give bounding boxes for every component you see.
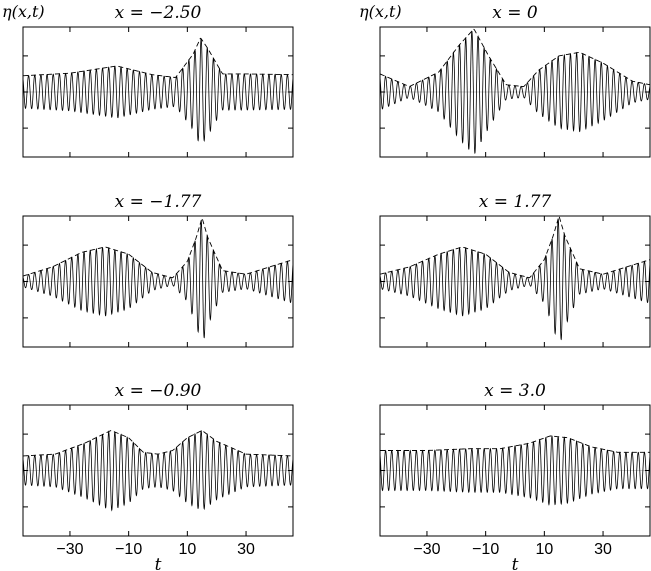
panel-title: x = 3.0: [484, 381, 546, 401]
y-axis-label: η(x,t): [359, 2, 402, 21]
y-axis-label: η(x,t): [2, 2, 45, 21]
panel-title: x = −2.50: [115, 3, 202, 23]
envelope-line: [22, 430, 294, 457]
chart-panel-6: x = 3.0 −30 −10 10 30 t: [379, 381, 651, 571]
chart-panel-5: x = −0.90 −30 −10 10 30 t: [22, 381, 294, 571]
envelope-line: [380, 435, 650, 453]
chart-panel-3: x = −1.77: [22, 192, 294, 348]
x-tick-label: 10: [178, 541, 196, 558]
chart-panel-2: x = 0 η(x,t): [359, 2, 651, 158]
x-tick-label: −10: [472, 541, 499, 558]
x-axis-label: t: [512, 555, 519, 571]
signal-line: [22, 38, 294, 143]
envelope-line: [22, 216, 294, 279]
panel-title: x = −0.90: [115, 381, 202, 401]
x-tick-label: 30: [594, 541, 612, 558]
x-tick-label: −30: [413, 541, 440, 558]
chart-panel-1: x = −2.50 η(x,t): [2, 2, 294, 158]
panel-title: x = −1.77: [115, 192, 202, 212]
x-tick-label: −30: [56, 541, 83, 558]
x-tick-label: 30: [237, 541, 255, 558]
x-axis-label: t: [155, 555, 162, 571]
chart-panel-4: x = 1.77: [379, 192, 651, 348]
signal-line: [379, 218, 651, 341]
envelope-line: [22, 37, 294, 78]
envelope-line: [379, 214, 651, 279]
x-tick-label: 10: [535, 541, 553, 558]
signal-line: [379, 434, 651, 506]
panel-title: x = 1.77: [479, 192, 552, 212]
x-tick-label: −10: [115, 541, 142, 558]
panel-title: x = 0: [492, 3, 538, 23]
envelope-line: [379, 28, 651, 87]
signal-line: [22, 220, 294, 339]
